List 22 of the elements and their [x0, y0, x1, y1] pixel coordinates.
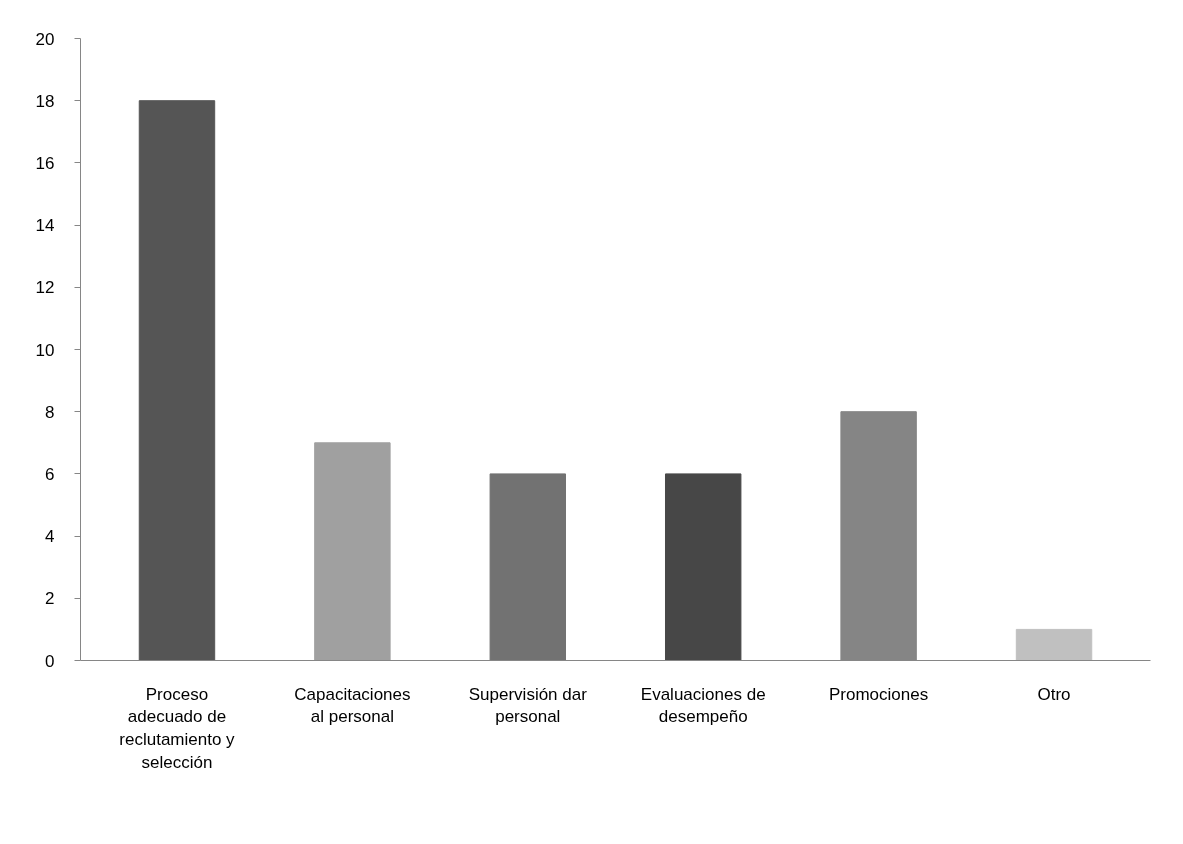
x-tick-label: Proceso adecuado de reclutamiento y selección	[119, 684, 236, 772]
bar	[664, 473, 742, 661]
y-tick-label: 12	[35, 278, 55, 298]
y-tick-label: 14	[35, 216, 55, 236]
bar	[138, 100, 216, 661]
y-tick-label: 2	[45, 589, 55, 609]
x-tick-label: Capacitaciones al personal	[294, 684, 411, 727]
y-tick-label: 10	[35, 340, 55, 360]
y-tick-label: 0	[45, 651, 55, 671]
y-tick-label: 8	[45, 402, 55, 422]
y-tick-label: 16	[35, 153, 55, 173]
bar	[489, 473, 567, 661]
y-tick-label: 18	[35, 91, 55, 111]
y-tick-label: 20	[35, 29, 55, 49]
x-tick-label: Supervisión dar personal	[468, 684, 588, 727]
y-tick-label: 6	[45, 464, 55, 484]
y-tick-label: 4	[45, 527, 55, 547]
x-tick-label: Evaluaciones de desempeño	[640, 684, 766, 727]
bar	[314, 442, 391, 661]
bar	[1015, 628, 1093, 661]
x-tick-label: Promociones	[829, 684, 929, 704]
x-tick-label: Otro	[1037, 684, 1071, 704]
